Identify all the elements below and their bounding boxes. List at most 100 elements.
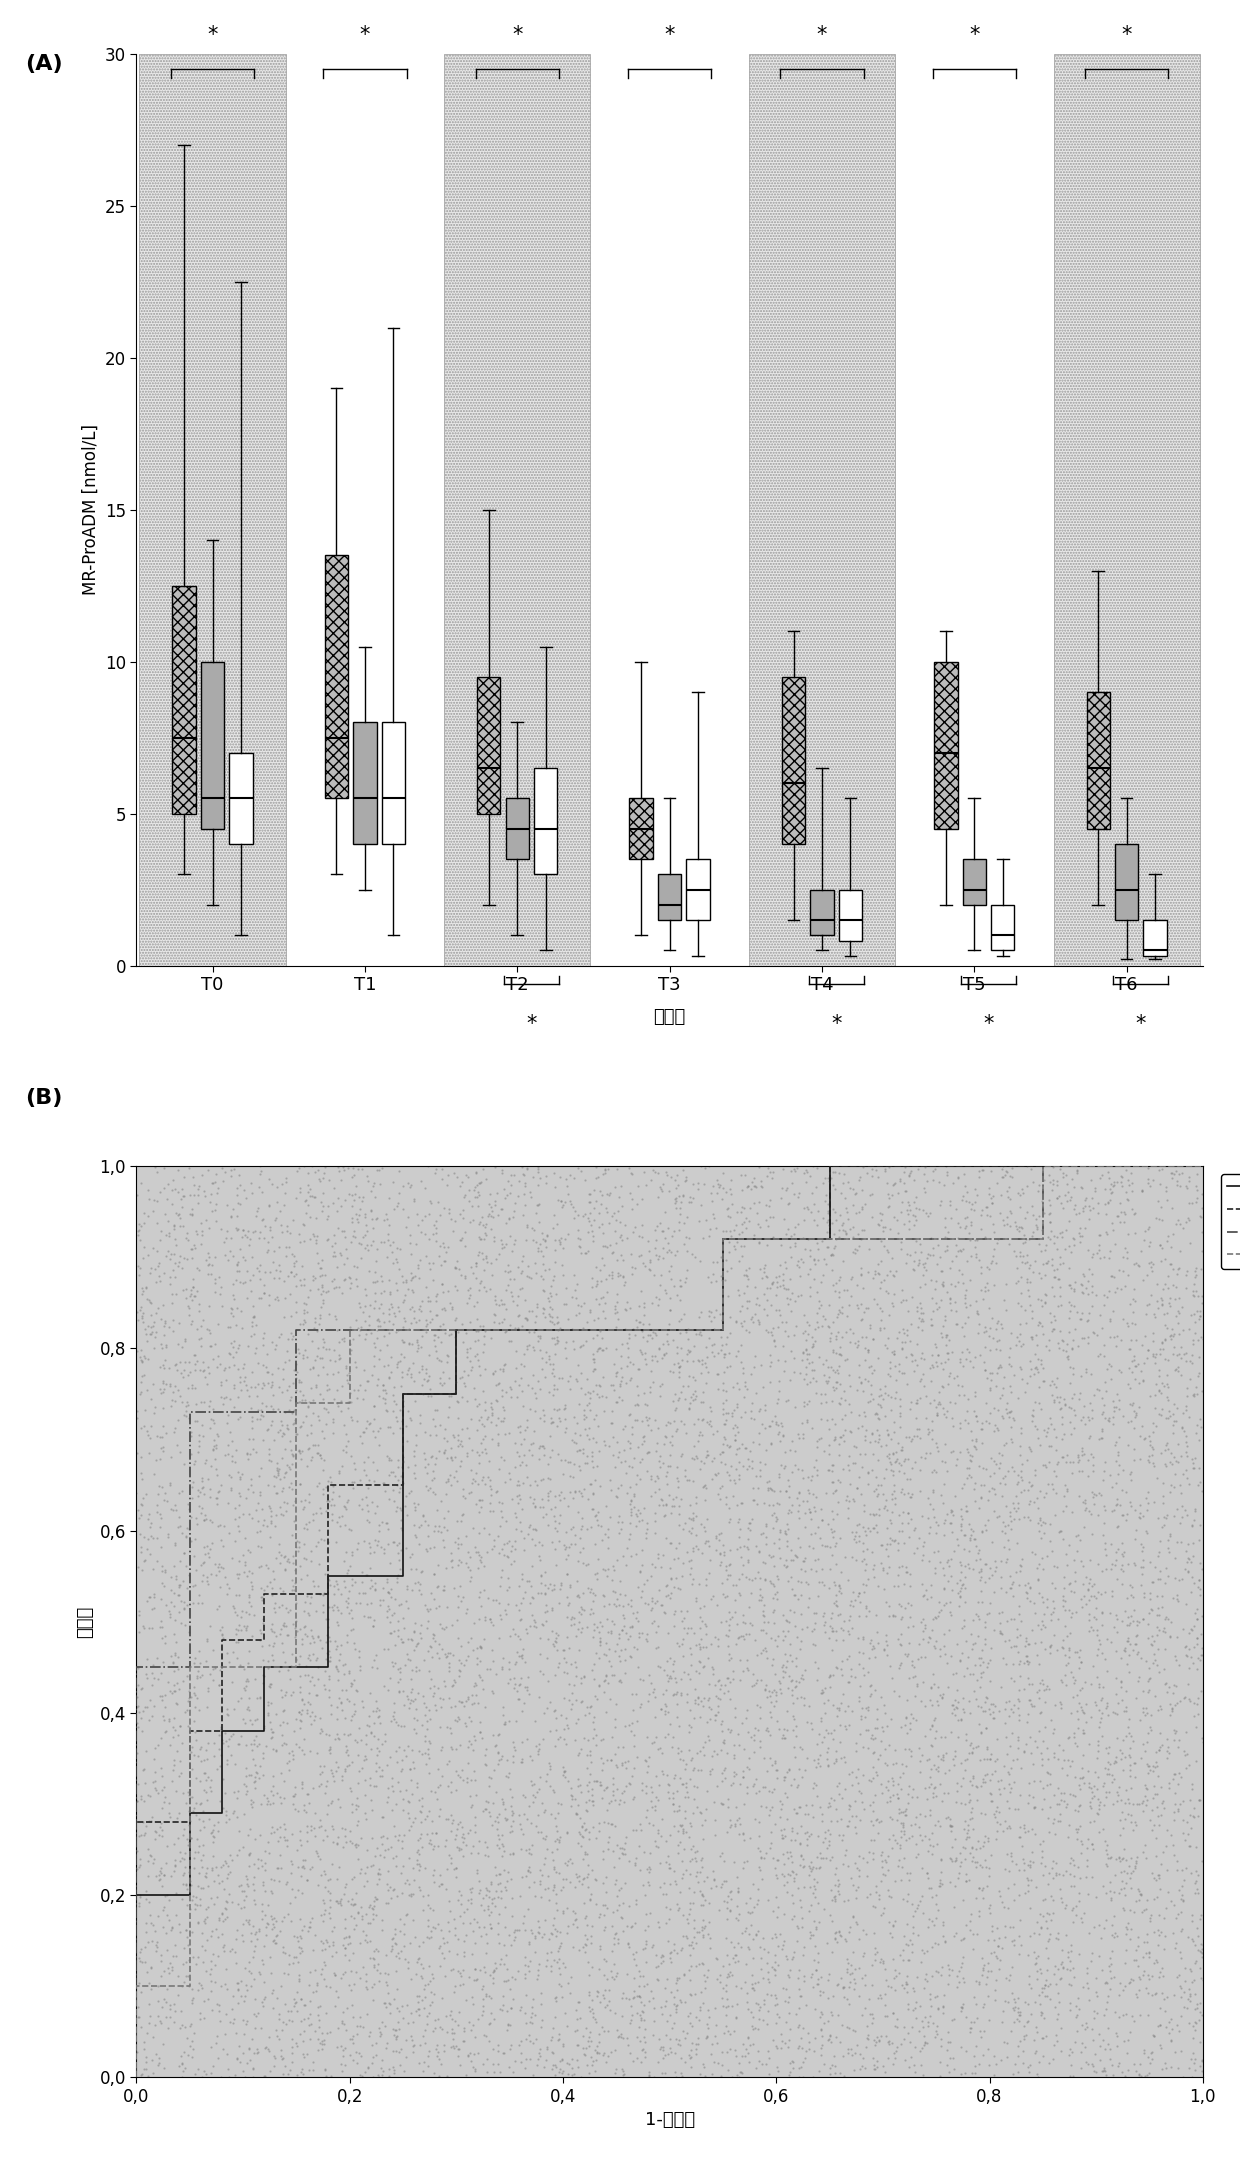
Point <box>394 1906 414 1941</box>
Point <box>691 1316 711 1350</box>
Point <box>1157 1889 1177 1924</box>
Point <box>494 1352 513 1387</box>
Point <box>317 1787 337 1822</box>
Point <box>279 1619 299 1653</box>
Point <box>1151 1692 1171 1727</box>
Point <box>1174 1976 1194 2010</box>
Point <box>737 1257 756 1292</box>
Point <box>1038 1742 1058 1777</box>
Point <box>666 2056 686 2090</box>
Point <box>1071 1266 1091 1301</box>
Point <box>1058 1935 1078 1969</box>
Point <box>444 1376 464 1411</box>
Point <box>1159 1766 1179 1800</box>
Point <box>838 1201 858 1236</box>
Point <box>429 1238 449 1272</box>
Point <box>1089 1816 1109 1850</box>
Point <box>558 1216 578 1251</box>
Point <box>970 1671 990 1705</box>
Point <box>433 1610 453 1645</box>
Point <box>484 2002 503 2036</box>
Point <box>145 1755 165 1790</box>
Point <box>177 1872 197 1906</box>
Point <box>1125 2004 1145 2038</box>
Point <box>615 1655 635 1690</box>
Point <box>956 1716 976 1751</box>
Point <box>601 1807 621 1842</box>
Point <box>407 1428 427 1463</box>
Point <box>185 1448 205 1482</box>
Point <box>887 2030 906 2064</box>
Point <box>383 1454 403 1489</box>
Point <box>1008 2054 1028 2088</box>
Point <box>192 1805 212 1839</box>
Point <box>267 1201 286 1236</box>
Point <box>919 1742 939 1777</box>
Point <box>193 1872 213 1906</box>
Point <box>487 1811 507 1846</box>
Point <box>489 1417 508 1452</box>
Point <box>915 1608 935 1642</box>
Point <box>1145 1915 1164 1950</box>
Point <box>818 1684 838 1718</box>
Point <box>854 1294 874 1329</box>
Point <box>1100 1301 1120 1335</box>
Point <box>438 1638 458 1673</box>
Point <box>383 1394 403 1428</box>
Point <box>1042 1407 1061 1441</box>
Point <box>677 1344 697 1378</box>
Point <box>492 1378 512 1413</box>
Point <box>379 1296 399 1331</box>
Point <box>1166 1208 1185 1242</box>
Point <box>792 2045 812 2080</box>
Point <box>1049 1805 1069 1839</box>
Point <box>999 1400 1019 1435</box>
Point <box>398 1591 418 1625</box>
Point <box>319 1562 339 1597</box>
Point <box>709 1536 729 1571</box>
Point <box>884 1337 904 1372</box>
Point <box>898 1967 918 2002</box>
Point <box>289 1433 309 1467</box>
Point <box>1066 1197 1086 1231</box>
Point <box>1019 1251 1039 1285</box>
Point <box>578 2023 598 2058</box>
Point <box>884 1333 904 1368</box>
Point <box>572 1774 591 1809</box>
Point <box>975 1764 994 1798</box>
Point <box>639 1982 658 2017</box>
Point <box>398 1352 418 1387</box>
Point <box>755 1246 775 1281</box>
Point <box>272 1409 291 1443</box>
Point <box>346 1197 366 1231</box>
Point <box>1109 1532 1128 1567</box>
Point <box>951 1846 971 1881</box>
Point <box>620 1506 640 1541</box>
Point <box>578 1610 598 1645</box>
Point <box>1126 1932 1146 1967</box>
Point <box>1053 1582 1073 1617</box>
Point <box>923 1337 942 1372</box>
Point <box>656 1409 676 1443</box>
Point <box>714 1580 734 1614</box>
Point <box>140 1703 160 1738</box>
Point <box>990 1606 1009 1640</box>
Point <box>1019 1482 1039 1517</box>
Point <box>909 1887 929 1922</box>
Point <box>1019 1428 1039 1463</box>
Point <box>289 1694 309 1729</box>
Point <box>537 1833 557 1868</box>
Point <box>1029 1714 1049 1749</box>
Point <box>441 1378 461 1413</box>
Point <box>863 1497 883 1532</box>
Point <box>295 1909 315 1943</box>
Point <box>440 1997 460 2032</box>
Point <box>763 1640 782 1675</box>
Point <box>1063 1220 1083 1255</box>
Point <box>486 1474 506 1508</box>
Point <box>986 1794 1006 1829</box>
Point <box>800 1365 820 1400</box>
Point <box>341 1666 361 1701</box>
Point <box>513 1686 533 1720</box>
Point <box>560 1359 580 1394</box>
